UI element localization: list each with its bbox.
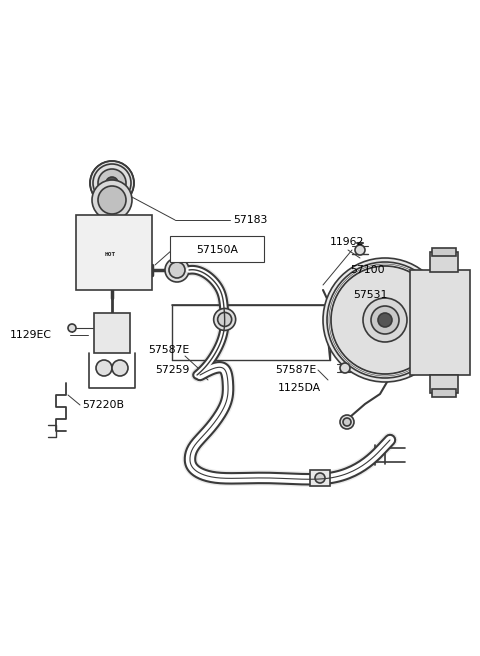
- Text: 11962: 11962: [330, 237, 364, 247]
- Text: 57587E: 57587E: [148, 345, 189, 355]
- Text: 57259: 57259: [155, 365, 190, 375]
- Bar: [430, 375, 458, 393]
- Circle shape: [112, 360, 128, 376]
- Bar: [430, 252, 458, 272]
- Circle shape: [371, 306, 399, 334]
- Text: 57183: 57183: [233, 215, 267, 225]
- Circle shape: [98, 169, 126, 197]
- Text: HOT: HOT: [104, 253, 116, 258]
- FancyBboxPatch shape: [170, 236, 264, 262]
- Text: 57531: 57531: [353, 290, 387, 300]
- Circle shape: [169, 262, 185, 278]
- Circle shape: [90, 161, 134, 205]
- Bar: [94, 313, 130, 353]
- Text: 57100: 57100: [350, 265, 384, 275]
- Circle shape: [106, 177, 118, 189]
- Text: 1125DA: 1125DA: [278, 383, 321, 393]
- Circle shape: [165, 258, 189, 282]
- Circle shape: [378, 313, 392, 327]
- Bar: [432, 248, 456, 256]
- Circle shape: [96, 360, 112, 376]
- Bar: [76, 215, 152, 290]
- Text: 57220B: 57220B: [82, 400, 124, 410]
- Bar: [310, 470, 330, 486]
- Circle shape: [363, 298, 407, 342]
- Circle shape: [214, 308, 236, 331]
- Circle shape: [315, 473, 325, 483]
- Text: 1129EC: 1129EC: [10, 330, 52, 340]
- Circle shape: [68, 324, 76, 332]
- Circle shape: [343, 418, 351, 426]
- Circle shape: [98, 186, 126, 214]
- Bar: [432, 389, 456, 397]
- Bar: [410, 270, 470, 375]
- Circle shape: [331, 266, 439, 374]
- Circle shape: [340, 415, 354, 429]
- Circle shape: [340, 363, 350, 373]
- Text: 57150A: 57150A: [196, 245, 238, 255]
- Circle shape: [355, 245, 365, 255]
- Text: 57587E: 57587E: [275, 365, 316, 375]
- Circle shape: [323, 258, 447, 382]
- Circle shape: [217, 312, 232, 327]
- Circle shape: [92, 180, 132, 220]
